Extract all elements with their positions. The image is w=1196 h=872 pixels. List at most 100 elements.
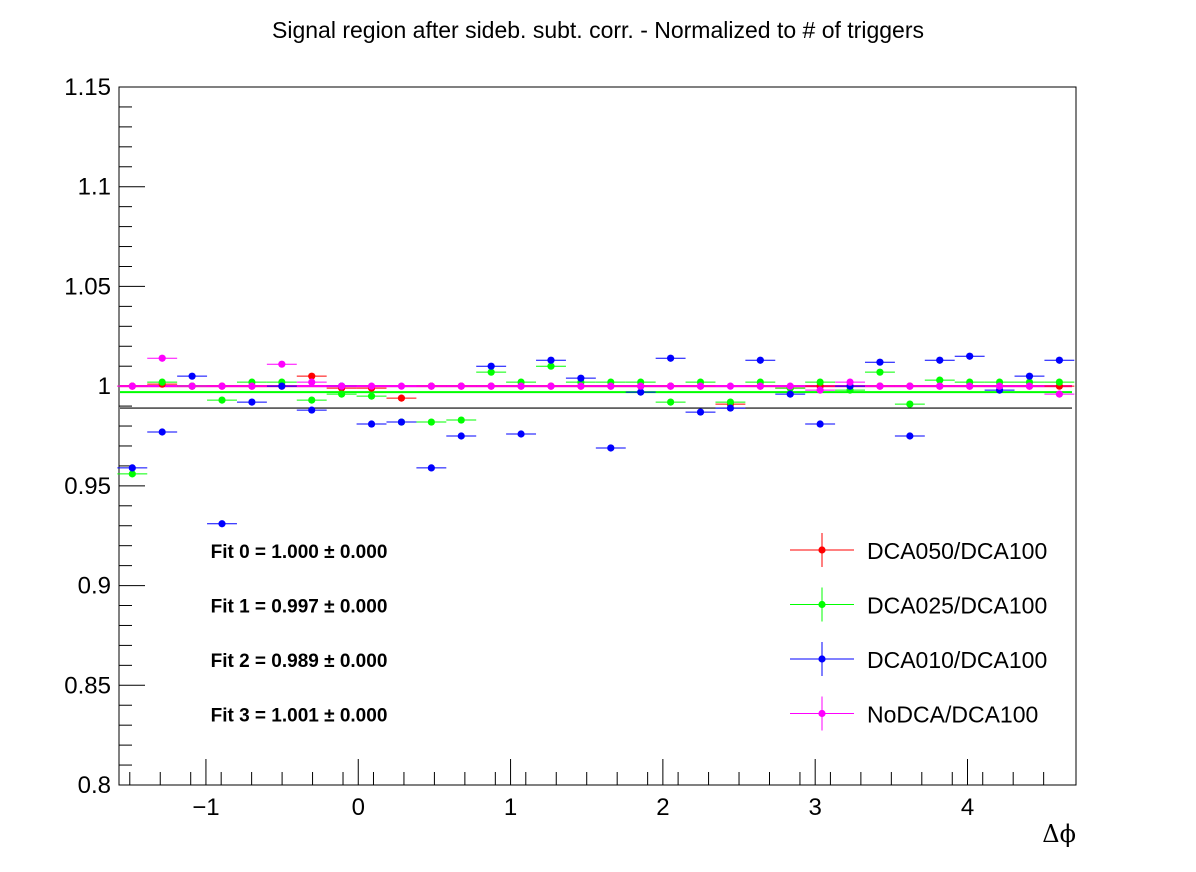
data-point <box>308 406 316 414</box>
data-point <box>936 382 944 390</box>
y-tick-label: 0.8 <box>78 772 111 799</box>
data-point <box>218 382 226 390</box>
data-point <box>397 418 406 426</box>
data-point <box>158 354 166 362</box>
data-point <box>726 382 735 390</box>
y-tick-label: 0.9 <box>78 573 111 600</box>
data-point <box>726 398 735 406</box>
data-point <box>637 382 645 390</box>
data-point <box>308 396 316 404</box>
fit-lines <box>120 385 1072 409</box>
data-points <box>117 352 1075 528</box>
data-point <box>128 470 136 478</box>
data-point <box>1055 378 1063 386</box>
data-point <box>876 382 884 390</box>
data-point <box>966 382 974 390</box>
data-point <box>457 382 465 390</box>
y-tick-label: 0.95 <box>64 473 111 500</box>
x-tick-label: 1 <box>504 794 517 821</box>
data-point <box>995 382 1004 390</box>
data-point <box>128 464 136 472</box>
legend-label: NoDCA/DCA100 <box>867 702 1038 728</box>
series <box>117 352 1075 528</box>
data-point <box>338 382 346 390</box>
fit-label: Fit 0 = 1.000 ± 0.000 <box>211 542 388 563</box>
data-point <box>577 374 585 382</box>
data-point <box>786 390 794 398</box>
plot-frame <box>118 86 1077 786</box>
data-point <box>667 398 675 406</box>
data-point <box>906 400 914 408</box>
data-point <box>667 354 675 362</box>
data-point <box>188 372 196 380</box>
data-point <box>966 352 974 360</box>
legend-label: DCA025/DCA100 <box>867 593 1047 619</box>
series <box>117 354 1075 398</box>
data-point <box>726 404 735 412</box>
data-point <box>457 416 465 424</box>
y-tick-label: 1 <box>98 373 111 400</box>
legend-marker <box>818 709 826 718</box>
data-point <box>367 382 376 390</box>
data-point <box>517 430 525 438</box>
y-tick-label: 1.1 <box>78 174 111 201</box>
data-point <box>756 382 764 390</box>
x-axis-label: Δϕ <box>1042 820 1076 848</box>
data-point <box>397 382 406 390</box>
chart-title: Signal region after sideb. subt. corr. -… <box>272 17 924 43</box>
data-point <box>577 382 585 390</box>
data-point <box>338 390 346 398</box>
data-point <box>248 398 256 406</box>
data-point <box>487 368 495 376</box>
data-point <box>1055 390 1063 398</box>
data-point <box>248 382 256 390</box>
data-point <box>397 394 406 402</box>
legend-marker <box>818 546 826 554</box>
legend: DCA050/DCA100 DCA025/DCA100 DCA010/DCA100 N… <box>790 533 1047 731</box>
data-point <box>218 396 226 404</box>
data-point <box>427 464 435 472</box>
y-tick-label: 1.05 <box>64 273 111 300</box>
data-point <box>756 356 764 364</box>
data-point <box>547 362 555 370</box>
y-tick-label: 1.15 <box>64 74 111 101</box>
data-point <box>846 378 854 386</box>
data-point <box>667 382 675 390</box>
data-point <box>517 382 525 390</box>
data-point <box>696 382 705 390</box>
data-point <box>158 378 166 386</box>
data-point <box>487 362 495 370</box>
y-tick-label: 0.85 <box>64 672 111 699</box>
data-point <box>816 386 824 394</box>
data-point <box>876 358 884 366</box>
data-point <box>1025 372 1034 380</box>
data-point <box>158 428 166 436</box>
data-point <box>367 392 376 400</box>
series <box>117 362 1075 478</box>
data-point <box>128 382 136 390</box>
data-point <box>936 356 944 364</box>
data-point <box>427 382 435 390</box>
data-point <box>786 382 794 390</box>
data-point <box>876 368 884 376</box>
data-point <box>367 420 376 428</box>
data-point <box>457 432 465 440</box>
x-tick-label: 4 <box>961 794 974 821</box>
data-point <box>547 382 555 390</box>
data-point <box>906 382 914 390</box>
data-point <box>188 382 196 390</box>
data-point <box>936 376 944 384</box>
data-point <box>816 378 824 386</box>
data-point <box>696 408 705 416</box>
fit-label: Fit 3 = 1.001 ± 0.000 <box>211 706 388 727</box>
legend-label: DCA050/DCA100 <box>867 538 1047 564</box>
x-tick-label: 3 <box>809 794 822 821</box>
data-point <box>1055 356 1063 364</box>
data-point <box>278 382 286 390</box>
legend-label: DCA010/DCA100 <box>867 647 1047 673</box>
legend-marker <box>818 655 826 663</box>
data-point <box>816 420 824 428</box>
data-point <box>308 372 316 380</box>
data-point <box>278 360 286 368</box>
